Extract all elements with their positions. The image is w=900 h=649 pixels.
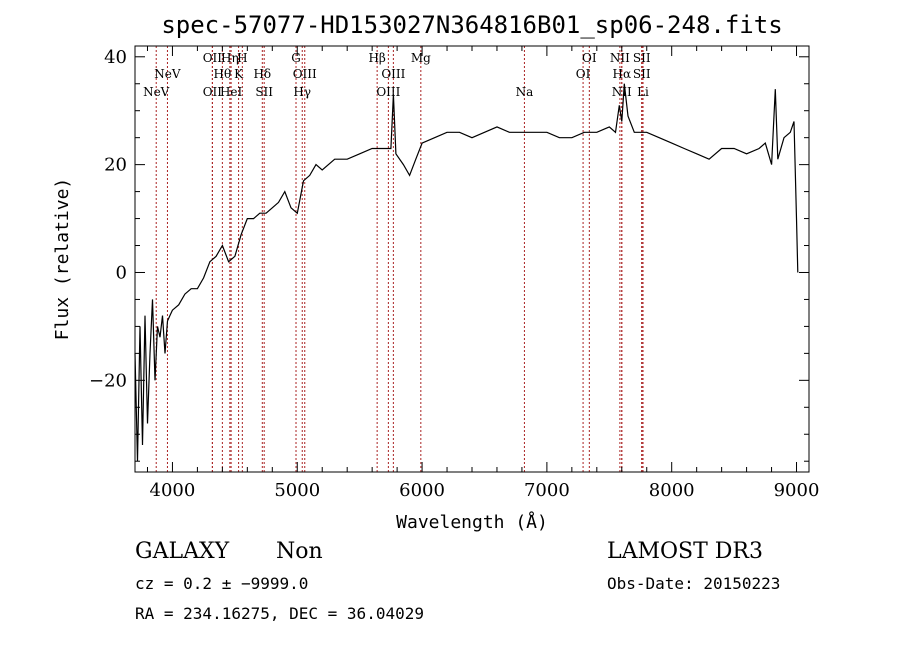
- spectrum-line: [134, 83, 799, 462]
- plot-frame: [134, 45, 810, 473]
- x-tick-label: 7000: [524, 480, 570, 501]
- line-label: Hα: [612, 67, 631, 81]
- x-tick-label: 8000: [649, 480, 695, 501]
- line-label: H: [237, 51, 247, 65]
- line-label: Hθ: [214, 67, 232, 81]
- line-label: NeV: [154, 67, 181, 81]
- line-label: OII: [203, 85, 223, 99]
- x-tick-label: 4000: [150, 480, 196, 501]
- line-label: NeV: [143, 85, 170, 99]
- emission-line-labels: NeV NeV OII OII Hθ Hη HeI HK Hδ SII G OIII Hγ Hβ OIII O…: [143, 51, 651, 99]
- x-tick-label: 5000: [274, 480, 320, 501]
- line-label: SII: [633, 67, 651, 81]
- emission-line-markers: [155, 46, 644, 472]
- line-label: Mg: [411, 51, 431, 65]
- subclass-label: Non: [276, 539, 323, 564]
- y-tick-label: −20: [89, 370, 127, 391]
- line-label: Li: [637, 85, 649, 99]
- line-label: G: [291, 51, 301, 65]
- axis-ticks: 4000 5000 6000 7000 8000 9000 −20 0 20 40: [89, 46, 819, 501]
- redshift-text: cz = 0.2 ± −9999.0: [135, 574, 308, 593]
- line-label: OIII: [376, 85, 400, 99]
- line-label: Hβ: [368, 51, 385, 65]
- line-label: OII: [203, 51, 223, 65]
- line-label: OI: [582, 51, 597, 65]
- obs-date-text: Obs-Date: 20150223: [607, 574, 780, 593]
- line-label: Hδ: [253, 67, 271, 81]
- survey-label: LAMOST DR3: [607, 539, 763, 564]
- y-tick-label: 0: [116, 262, 127, 283]
- x-tick-label: 9000: [774, 480, 820, 501]
- y-axis-label: Flux (relative): [52, 178, 73, 341]
- line-label: Hη: [221, 51, 239, 65]
- x-tick-label: 6000: [399, 480, 445, 501]
- y-tick-label: 40: [104, 47, 127, 68]
- line-label: HeI: [220, 85, 243, 99]
- line-label: K: [234, 67, 244, 81]
- line-label: OIII: [293, 67, 317, 81]
- line-label: NII: [610, 51, 630, 65]
- line-label: Na: [516, 85, 534, 99]
- line-label: SII: [255, 85, 273, 99]
- line-label: OIII: [381, 67, 405, 81]
- class-label: GALAXY: [135, 539, 230, 564]
- line-label: Hγ: [293, 85, 311, 99]
- line-label: SII: [633, 51, 651, 65]
- y-tick-label: 20: [104, 155, 127, 176]
- line-label: NII: [612, 85, 632, 99]
- coords-text: RA = 234.16275, DEC = 36.04029: [135, 604, 424, 623]
- line-label: OI: [576, 67, 591, 81]
- chart-title: spec-57077-HD153027N364816B01_sp06-248.f…: [161, 11, 782, 39]
- x-axis-label: Wavelength (Å): [396, 511, 548, 533]
